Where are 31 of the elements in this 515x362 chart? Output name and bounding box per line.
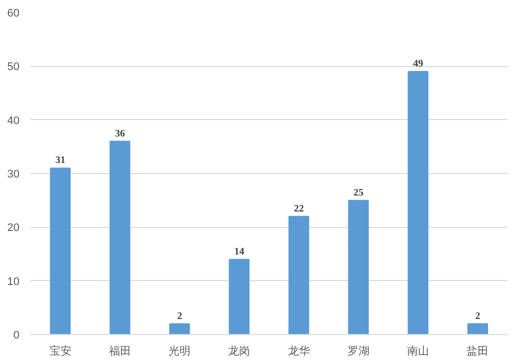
data-label: 22	[294, 203, 304, 214]
data-label: 49	[413, 58, 424, 70]
x-tick-label: 龙岗	[228, 344, 250, 358]
y-tick-label: 40	[7, 114, 20, 127]
x-tick-label: 福田	[108, 344, 131, 358]
bar	[169, 323, 190, 334]
data-label: 31	[55, 155, 66, 166]
x-tick-label: 盐田	[466, 344, 489, 358]
y-tick-label: 50	[7, 61, 20, 74]
y-tick-label: 10	[7, 276, 20, 288]
data-label: 25	[353, 187, 364, 198]
y-tick-label: 20	[7, 222, 20, 234]
bar	[348, 200, 369, 334]
data-label: 2	[475, 310, 480, 322]
x-tick-label: 龙华	[288, 344, 310, 358]
y-tick-label: 0	[13, 330, 20, 342]
y-tick-label: 60	[7, 8, 20, 20]
x-tick-label: 光明	[168, 344, 191, 358]
data-label: 36	[114, 128, 125, 140]
data-label: 2	[177, 310, 182, 322]
bar	[110, 140, 130, 334]
x-tick-label: 宝安	[49, 344, 72, 358]
bar	[228, 258, 250, 334]
x-tick-label: 罗湖	[347, 346, 370, 358]
bar	[467, 323, 488, 334]
bar	[50, 168, 71, 334]
x-tick-label: 南山	[407, 344, 430, 358]
bar	[408, 71, 428, 334]
y-tick-label: 30	[7, 168, 20, 180]
data-label: 14	[234, 246, 244, 258]
bar	[288, 216, 310, 334]
